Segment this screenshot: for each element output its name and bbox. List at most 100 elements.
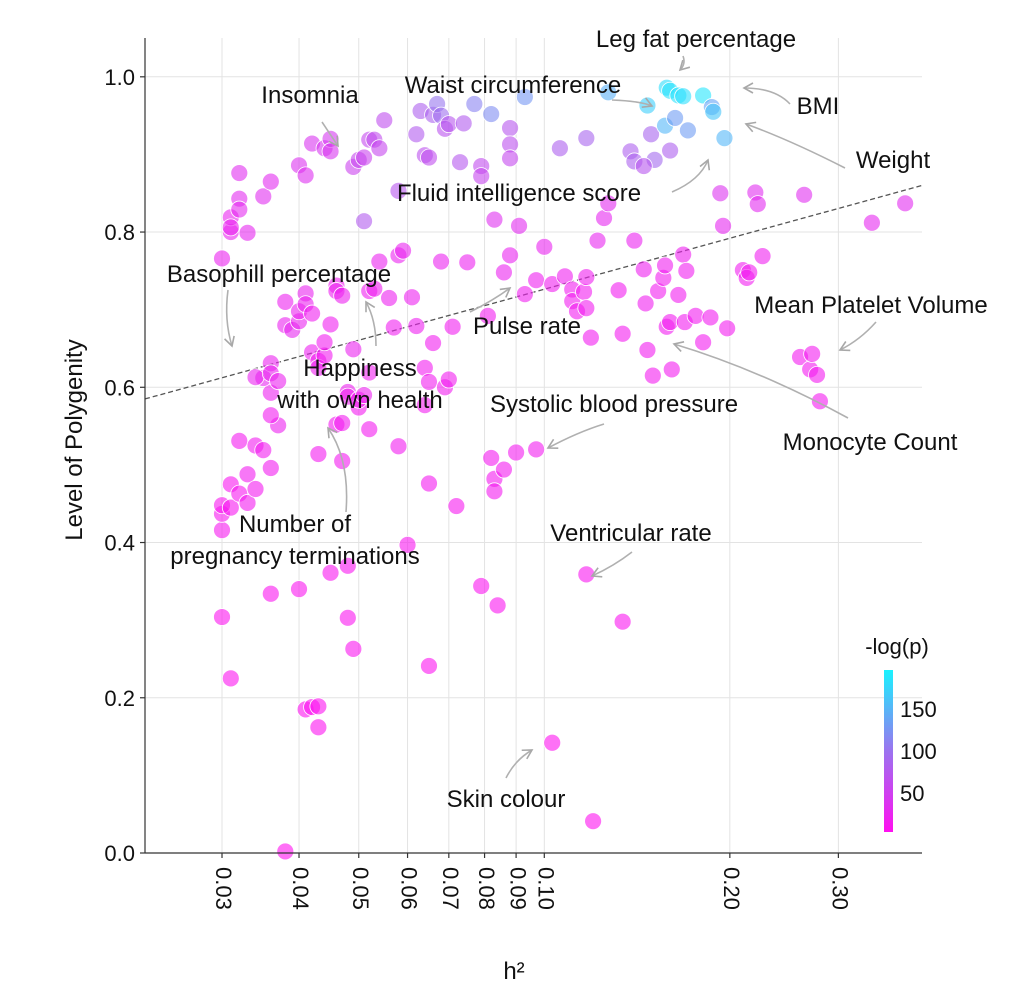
annotation-line: Ventricular rate — [550, 520, 711, 547]
annotation-label: Fluid intelligence score — [397, 180, 641, 207]
data-point — [584, 812, 603, 831]
data-point — [577, 129, 596, 148]
data-point — [261, 172, 280, 191]
annotation-line: pregnancy terminations — [170, 543, 419, 570]
x-tick-label: 0.09 — [505, 867, 530, 910]
data-point — [338, 608, 357, 627]
data-point — [718, 319, 737, 338]
data-point — [711, 184, 730, 203]
data-point — [581, 328, 600, 347]
data-point — [704, 102, 723, 121]
data-point — [246, 480, 265, 498]
data-point — [485, 482, 504, 501]
x-tick-label: 0.10 — [533, 867, 558, 910]
data-point — [662, 360, 681, 379]
annotation-line: Fluid intelligence score — [397, 180, 641, 207]
annotation-arrow — [590, 551, 633, 578]
annotation-arrow — [546, 423, 605, 449]
data-point — [515, 285, 534, 304]
data-point — [403, 288, 421, 307]
colorbar-tick-label: 150 — [900, 697, 937, 722]
data-point — [896, 194, 915, 213]
annotation-label: Number of pregnancy terminations — [170, 511, 419, 570]
annotation-line: Insomnia — [261, 82, 359, 109]
data-point — [465, 95, 484, 113]
data-point — [254, 441, 273, 460]
data-point — [333, 286, 352, 305]
annotation-label: Waist circumference — [405, 72, 622, 99]
data-point — [527, 440, 546, 459]
data-point — [221, 218, 240, 237]
colorbar-tick-label: 100 — [900, 739, 937, 764]
data-point — [535, 237, 554, 256]
annotation-line: Waist circumference — [405, 72, 622, 99]
data-point — [344, 340, 363, 359]
data-point — [701, 308, 720, 327]
data-point — [811, 392, 829, 411]
annotation-label: Monocyte Count — [783, 429, 958, 456]
data-point — [238, 494, 257, 512]
data-point — [213, 521, 231, 540]
data-point — [321, 563, 340, 582]
data-point — [454, 114, 473, 133]
data-point — [221, 498, 240, 517]
data-point — [495, 460, 513, 479]
scatter-points — [213, 78, 915, 861]
data-point — [613, 324, 632, 343]
data-point — [380, 289, 398, 307]
data-point — [344, 639, 363, 658]
data-point — [674, 245, 693, 264]
data-point — [238, 465, 257, 484]
annotation-arrow — [744, 121, 846, 169]
data-point — [577, 268, 596, 286]
data-point — [370, 139, 389, 158]
colorbar-tick-label: 50 — [900, 781, 924, 806]
data-point — [276, 842, 295, 861]
y-tick-label: 0.2 — [104, 686, 135, 711]
annotation-arrow — [321, 121, 339, 148]
annotation-arrow — [365, 300, 377, 347]
data-point — [715, 129, 734, 148]
annotation-line: Monocyte Count — [783, 429, 958, 456]
data-point — [439, 115, 458, 134]
x-tick-label: 0.07 — [438, 867, 463, 910]
data-point — [575, 282, 593, 301]
annotation-label: Leg fat percentage — [596, 26, 796, 53]
x-axis-title: h² — [503, 958, 524, 985]
data-point — [740, 263, 759, 282]
data-point — [333, 414, 352, 432]
data-point — [577, 299, 596, 318]
annotation-arrow — [671, 158, 711, 193]
data-point — [230, 431, 249, 450]
data-point — [501, 149, 519, 168]
annotation-arrow — [838, 321, 877, 352]
annotation-line: Happiness — [303, 355, 416, 382]
data-point — [625, 231, 644, 250]
data-point — [638, 341, 657, 359]
data-point — [472, 577, 491, 595]
data-point — [501, 119, 519, 137]
data-point — [254, 187, 273, 206]
data-point — [398, 535, 417, 554]
data-point — [501, 246, 519, 265]
data-point — [472, 167, 491, 186]
annotation-label: Happiness with own health — [276, 355, 442, 414]
colorbar-gradient — [884, 670, 893, 832]
annotation-label: Insomnia — [261, 82, 359, 109]
data-point — [803, 345, 822, 363]
annotation-label: Ventricular rate — [550, 520, 711, 547]
data-point — [290, 580, 308, 598]
data-point — [213, 249, 231, 268]
data-point — [694, 333, 713, 352]
data-point — [488, 596, 507, 615]
data-point — [230, 200, 249, 219]
x-tick-label: 0.30 — [828, 867, 853, 910]
data-point — [515, 88, 534, 106]
data-point — [355, 212, 373, 231]
data-point — [642, 125, 660, 144]
annotation-line: Number of — [239, 511, 351, 538]
x-tick-label: 0.03 — [211, 867, 236, 910]
data-point — [365, 279, 384, 298]
annotation-line: with own health — [276, 387, 442, 414]
